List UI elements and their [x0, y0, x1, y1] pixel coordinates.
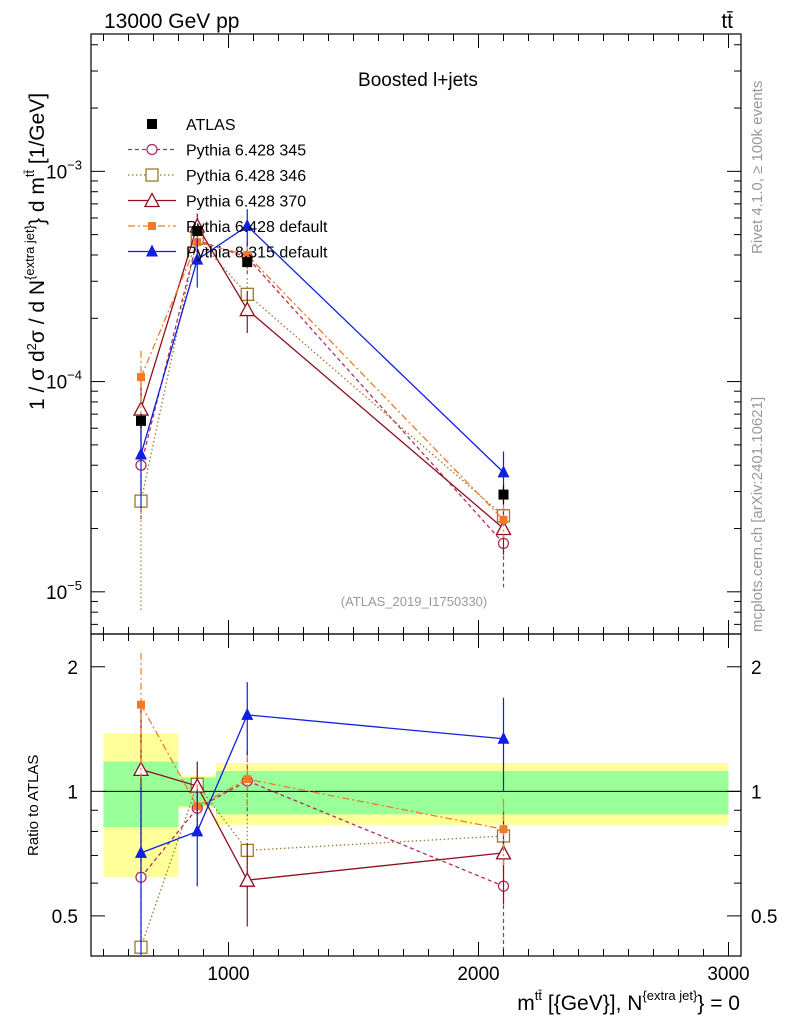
legend-marker	[146, 143, 158, 156]
legend-entry: Pythia 6.428 345	[128, 143, 306, 160]
series-2	[134, 227, 511, 955]
ratio-point	[137, 700, 145, 709]
series-point	[135, 447, 147, 460]
series-line	[140, 225, 504, 473]
ratio-tick-label: 0.5	[52, 907, 78, 928]
legend-marker	[146, 244, 158, 257]
series-layer	[132, 209, 512, 955]
plot-title: Boosted l+jets	[358, 70, 478, 91]
ratio-point	[239, 871, 256, 887]
ratio-y-axis-label: Ratio to ATLAS	[25, 755, 42, 856]
series-point	[239, 301, 256, 317]
series-point	[243, 250, 252, 259]
axes: 1000 2000 3000 10−5 10−4 10−3 0.5 0.5 1 1 2 2	[46, 33, 777, 985]
series-line	[140, 241, 504, 521]
legend-entry: ATLAS	[147, 117, 236, 134]
process-label: tt̄	[721, 10, 733, 33]
energy-label: 13000 GeV pp	[104, 10, 239, 33]
ratio-line	[140, 768, 504, 881]
legend-label: Pythia 6.428 370	[186, 194, 306, 211]
y-tick-label: 10−5	[46, 578, 82, 604]
legend-label: Pythia 8.315 default	[186, 245, 328, 262]
data-point	[192, 226, 203, 237]
legend-label: Pythia 6.428 default	[186, 219, 328, 236]
data-point	[136, 415, 146, 426]
ratio-tick-label: 1	[67, 782, 78, 803]
series-point	[495, 520, 512, 536]
legend-marker	[143, 192, 161, 208]
legend-label: Pythia 6.428 345	[186, 143, 306, 160]
ratio-point	[135, 845, 147, 858]
y-axis-label: 1 / σ d2σ / d N{extra jet}} d mtt̄ [1/Ge…	[22, 93, 49, 410]
ratio-tick-label-right: 2	[751, 658, 762, 679]
ratio-tick-label-right: 0.5	[751, 907, 777, 928]
series-1	[135, 227, 510, 955]
legend-marker	[145, 168, 159, 182]
legend-entry: Pythia 6.428 370	[128, 192, 306, 211]
x-tick-label: 1000	[207, 964, 249, 985]
ratio-line	[140, 714, 504, 854]
series-line	[140, 224, 504, 530]
series-point	[137, 373, 145, 382]
legend-label: ATLAS	[186, 117, 236, 134]
ratio-point	[497, 731, 510, 744]
series-line	[140, 239, 504, 544]
series-5	[135, 209, 510, 955]
data-point	[242, 257, 253, 268]
ratio-tick-label: 2	[67, 658, 78, 679]
ratio-tick-label-right: 1	[751, 782, 762, 803]
series-point	[191, 252, 204, 265]
legend-entry: Pythia 6.428 default	[128, 219, 328, 236]
legend-entry: Pythia 8.315 default	[128, 244, 328, 262]
legend-label: Pythia 6.428 346	[186, 168, 306, 185]
rivet-label: Rivet 4.1.0, ≥ 100k events	[749, 81, 766, 254]
legend-marker	[148, 222, 156, 230]
ratio-point	[241, 707, 254, 720]
ratio-point	[191, 824, 204, 837]
series-point	[499, 515, 508, 524]
series-line	[140, 236, 504, 517]
analysis-label: (ATLAS_2019_I1750330)	[341, 594, 487, 609]
series-atlas	[136, 225, 509, 505]
series-point	[241, 218, 254, 231]
ratio-frame	[90, 633, 742, 957]
ratio-point	[499, 825, 508, 834]
ratio-line	[140, 704, 504, 830]
legend: ATLAS Pythia 6.428 345 Pythia 6.428 346 Pyt…	[128, 117, 328, 262]
data-point	[498, 489, 509, 500]
mcplots-label: mcplots.cern.ch [arXiv:2401.10621]	[749, 397, 766, 632]
y-tick-label: 10−3	[46, 157, 82, 183]
legend-entry: Pythia 6.428 346	[128, 168, 306, 185]
series-point	[497, 465, 510, 478]
x-tick-label: 2000	[457, 964, 499, 985]
x-tick-label: 3000	[707, 964, 749, 985]
ratio-point	[495, 844, 512, 860]
x-axis-label: mtt̄ [{GeV}], N{extra jet}} = 0	[517, 988, 740, 1015]
legend-marker	[147, 119, 157, 129]
ratio-point	[243, 775, 252, 784]
y-tick-label: 10−4	[46, 368, 82, 394]
